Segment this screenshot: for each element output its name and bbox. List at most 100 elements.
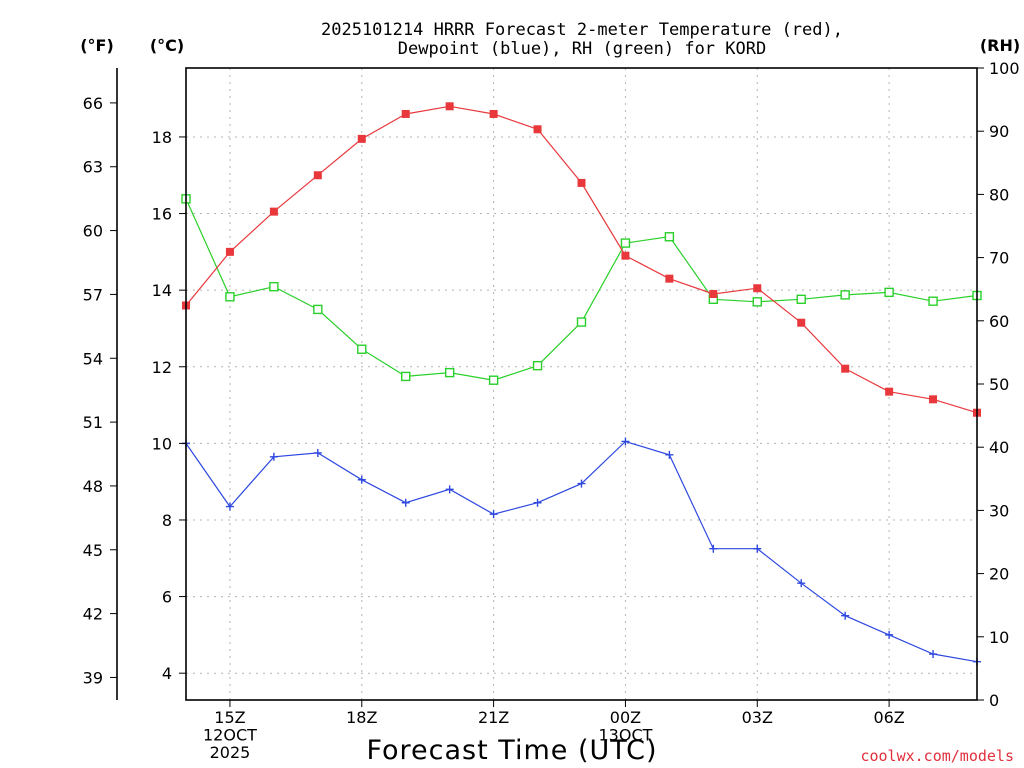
celsius-tick-label: 14 [152, 281, 172, 300]
rh-tick-label: 70 [989, 249, 1009, 268]
temperature-point [313, 171, 322, 180]
x-tick-label: 2025 [210, 743, 251, 762]
chart-title-line-1: 2025101214 HRRR Forecast 2-meter Tempera… [321, 20, 843, 40]
rh-tick-label: 50 [989, 375, 1009, 394]
rh-point [269, 281, 279, 292]
fahrenheit-tick-label: 45 [83, 541, 103, 560]
dewpoint-point [533, 498, 542, 507]
dewpoint-point [269, 452, 278, 461]
rh-point [488, 375, 499, 385]
fahrenheit-tick-label: 66 [83, 94, 103, 113]
celsius-tick-label: 6 [162, 588, 172, 607]
x-tick-label: 00Z [610, 708, 641, 727]
celsius-tick-label: 8 [162, 511, 172, 530]
celsius-tick-label: 10 [152, 434, 172, 453]
rh-point [928, 296, 938, 306]
rh-point [357, 344, 367, 354]
temperature-point [841, 364, 850, 373]
temperature-point [753, 284, 762, 293]
celsius-tick-label: 12 [152, 358, 172, 377]
rh-point [884, 287, 894, 298]
rh-tick-label: 60 [989, 312, 1009, 331]
rh-tick-label: 0 [989, 691, 999, 710]
temperature-point [797, 318, 806, 327]
dewpoint-point [841, 611, 850, 620]
fahrenheit-tick-label: 54 [83, 349, 103, 368]
temperature-point [929, 395, 938, 404]
dewpoint-point [577, 479, 586, 488]
dewpoint-point [225, 502, 234, 511]
temperature-point [709, 289, 718, 298]
dewpoint-point [665, 450, 674, 459]
rh-point [796, 294, 806, 305]
dewpoint-point [489, 510, 498, 519]
rh-point [576, 317, 587, 327]
temperature-point [533, 125, 542, 134]
rh-tick-label: 30 [989, 501, 1009, 520]
rh-point [664, 232, 675, 242]
series-layer [181, 102, 982, 666]
rh-point [620, 238, 631, 248]
fahrenheit-tick-label: 60 [83, 222, 103, 241]
dewpoint-point [401, 498, 410, 507]
temperature-point [269, 207, 278, 216]
dewpoint-point [885, 630, 894, 639]
rh-point [313, 304, 323, 315]
chart-title-line-2: Dewpoint (blue), RH (green) for KORD [398, 39, 766, 59]
temperature-point [665, 274, 674, 283]
rh-point [532, 360, 543, 371]
x-tick-label: 13OCT [598, 726, 652, 745]
dewpoint-point [445, 485, 454, 494]
temperature-point [621, 251, 630, 260]
temperature-point [401, 109, 410, 118]
celsius-tick-label: 18 [152, 128, 172, 147]
fahrenheit-axis-unit: (°F) [80, 36, 114, 55]
fahrenheit-tick-label: 42 [83, 605, 103, 624]
temperature-point [885, 387, 894, 396]
rh-line [185, 198, 978, 381]
rh-tick-label: 20 [989, 565, 1009, 584]
temperature-point [357, 134, 366, 143]
fahrenheit-tick-label: 39 [83, 668, 103, 687]
dewpoint-point [621, 437, 630, 446]
x-tick-label: 03Z [742, 708, 773, 727]
dewpoint-point [929, 650, 938, 659]
x-tick-label: 15Z [214, 708, 245, 727]
grid-lines [186, 68, 977, 700]
dewpoint-point [797, 579, 806, 588]
rh-tick-label: 10 [989, 628, 1009, 647]
dewpoint-point [313, 448, 322, 457]
rh-point [840, 290, 850, 300]
rh-tick-label: 40 [989, 438, 1009, 457]
dewpoint-point [357, 475, 366, 484]
x-tick-label: 06Z [873, 708, 904, 727]
rh-point [752, 297, 762, 307]
celsius-tick-label: 4 [162, 664, 172, 683]
rh-tick-label: 100 [989, 59, 1020, 78]
fahrenheit-tick-label: 48 [83, 477, 103, 496]
temperature-point [445, 102, 454, 111]
rh-tick-label: 80 [989, 185, 1009, 204]
x-tick-label: 21Z [478, 708, 509, 727]
rh-point [444, 367, 455, 378]
celsius-tick-label: 16 [152, 205, 172, 224]
fahrenheit-tick-label: 51 [83, 413, 103, 432]
fahrenheit-tick-label: 63 [83, 158, 103, 177]
temperature-point [577, 178, 586, 187]
x-axis-label: Forecast Time (UTC) [366, 735, 657, 766]
plot-frame [185, 67, 978, 701]
rh-axis-unit: (RH) [980, 36, 1020, 55]
temperature-point [225, 247, 234, 256]
dewpoint-line [185, 440, 978, 663]
dewpoint-point [753, 544, 762, 553]
rh-tick-label: 90 [989, 122, 1009, 141]
celsius-axis-unit: (°C) [150, 36, 184, 55]
x-tick-label: 18Z [346, 708, 377, 727]
temperature-point [489, 109, 498, 118]
x-tick-label: 12OCT [203, 726, 257, 745]
fahrenheit-tick-label: 57 [83, 285, 103, 304]
rh-point [225, 292, 235, 302]
rh-point [401, 371, 411, 382]
